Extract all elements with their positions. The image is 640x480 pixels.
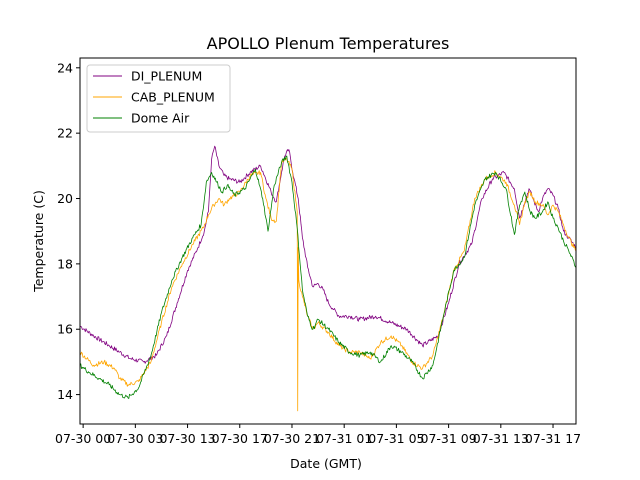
series-layer bbox=[79, 145, 577, 412]
x-tick-label: 07-30 17 bbox=[212, 431, 268, 446]
x-tick-label: 07-31 05 bbox=[368, 431, 424, 446]
x-axis-label: Date (GMT) bbox=[290, 456, 362, 471]
legend-label-di-plenum: DI_PLENUM bbox=[131, 69, 202, 84]
x-tick-label: 07-30 03 bbox=[107, 431, 163, 446]
x-tick-label: 07-30 13 bbox=[159, 431, 215, 446]
series-line-cab-plenum bbox=[79, 157, 577, 412]
x-tick-label: 07-30 21 bbox=[264, 431, 320, 446]
series-line-di-plenum bbox=[79, 145, 577, 364]
y-tick-label: 18 bbox=[57, 256, 73, 271]
x-tick-label: 07-31 17 bbox=[525, 431, 581, 446]
y-axis-label: Temperature (C) bbox=[31, 190, 46, 293]
y-axis-ticks: 14 16 18 20 22 24 bbox=[57, 60, 80, 402]
chart-title: APOLLO Plenum Temperatures bbox=[207, 34, 450, 53]
legend-label-cab-plenum: CAB_PLENUM bbox=[131, 90, 215, 105]
plot-frame bbox=[79, 57, 577, 425]
y-tick-label: 16 bbox=[57, 322, 73, 337]
legend: DI_PLENUM CAB_PLENUM Dome Air bbox=[86, 64, 231, 133]
series-line-dome-air bbox=[79, 155, 577, 399]
legend-box bbox=[86, 64, 231, 133]
x-tick-label: 07-31 09 bbox=[421, 431, 477, 446]
x-tick-label: 07-30 00 bbox=[55, 431, 111, 446]
y-tick-label: 22 bbox=[57, 126, 73, 141]
y-tick-label: 20 bbox=[57, 191, 73, 206]
legend-label-dome-air: Dome Air bbox=[131, 111, 190, 126]
x-tick-label: 07-31 13 bbox=[473, 431, 529, 446]
y-tick-label: 14 bbox=[57, 387, 73, 402]
x-tick-label: 07-31 01 bbox=[316, 431, 372, 446]
y-tick-label: 24 bbox=[57, 60, 73, 75]
